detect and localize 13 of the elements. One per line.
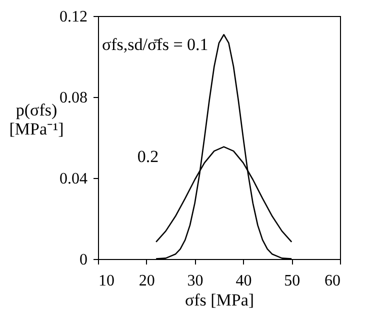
x-axis-title: σfs [MPa] <box>184 290 254 310</box>
x-tick-label: 60 <box>324 272 340 290</box>
annotation: σfs,sd/σ̄fs = 0.1 <box>102 34 208 54</box>
y-tick-label: 0 <box>80 252 88 268</box>
annotation: 0.2 <box>137 147 159 166</box>
x-tick-label: 30 <box>187 272 204 290</box>
y-tick-label: 0.12 <box>60 8 88 26</box>
y-tick-label: 0.08 <box>60 90 88 106</box>
x-tick-label: 10 <box>98 272 114 290</box>
x-tick-label: 40 <box>236 272 252 290</box>
x-tick-label: 20 <box>138 272 155 290</box>
y-tick-label: 0.04 <box>60 170 88 188</box>
x-tick-label: 50 <box>284 272 300 290</box>
